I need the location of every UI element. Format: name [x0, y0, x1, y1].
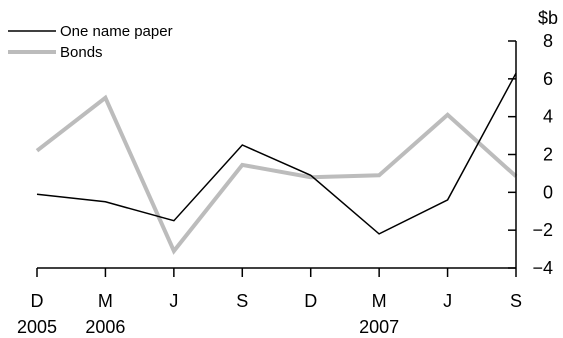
- y-axis-ticks: 8 6 4 2 0 −2 −4: [508, 31, 553, 278]
- y-unit-label: $b: [538, 8, 558, 28]
- x-tick-label-year: 2007: [359, 317, 399, 337]
- legend-label-one-name-paper: One name paper: [60, 23, 173, 40]
- x-tick-label-month: M: [372, 291, 387, 311]
- y-tick-label: 6: [543, 69, 553, 89]
- x-tick-label-month: D: [31, 291, 44, 311]
- y-tick-label: −4: [532, 258, 553, 278]
- y-tick-label: 4: [543, 107, 553, 127]
- x-tick-label-month: J: [169, 291, 178, 311]
- y-tick-label: 2: [543, 145, 553, 165]
- y-tick-label: −2: [532, 220, 553, 240]
- x-tick-label-month: D: [304, 291, 317, 311]
- x-tick-label-month: S: [236, 291, 248, 311]
- x-tick-label-year: 2006: [85, 317, 125, 337]
- axes-layer: [37, 41, 517, 269]
- y-tick-label: 8: [543, 31, 553, 51]
- x-tick-label-month: S: [510, 291, 522, 311]
- legend-label-bonds: Bonds: [60, 44, 103, 61]
- series-line-one-name-paper: [36, 72, 517, 235]
- series-line-bonds: [35, 94, 518, 255]
- legend: One name paper Bonds: [8, 23, 173, 61]
- y-tick-label: 0: [543, 182, 553, 202]
- x-tick-label-year: 2005: [17, 317, 57, 337]
- x-tick-label-month: M: [98, 291, 113, 311]
- x-tick-label-month: J: [443, 291, 452, 311]
- x-axis-ticks: D 2005 M 2006 J S D M 2007 J S: [17, 268, 522, 337]
- series-layer: [35, 72, 518, 255]
